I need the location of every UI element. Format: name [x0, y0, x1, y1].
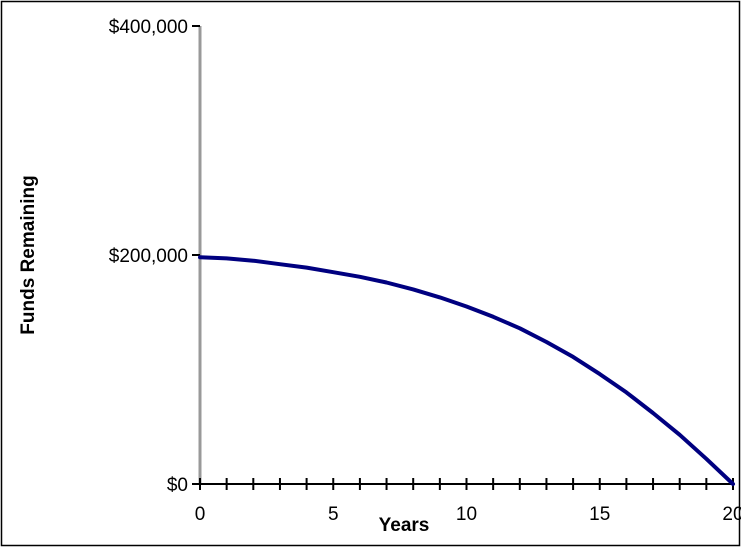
- y-tick-label: $0: [167, 475, 188, 496]
- x-tick-label: 20: [722, 504, 741, 525]
- y-axis: $0 $200,000 $400,000: [109, 17, 202, 496]
- x-tick-label: 5: [328, 504, 339, 525]
- series-line: [198, 255, 735, 486]
- x-tick-label: 10: [456, 504, 477, 525]
- y-tick-label: $200,000: [109, 246, 188, 267]
- x-axis-title: Years: [379, 515, 430, 536]
- y-tick-label: $400,000: [109, 17, 188, 38]
- y-axis-title: Funds Remaining: [18, 175, 39, 334]
- x-tick-label: 0: [195, 504, 206, 525]
- x-tick-label: 15: [589, 504, 610, 525]
- series-layer: [198, 255, 735, 486]
